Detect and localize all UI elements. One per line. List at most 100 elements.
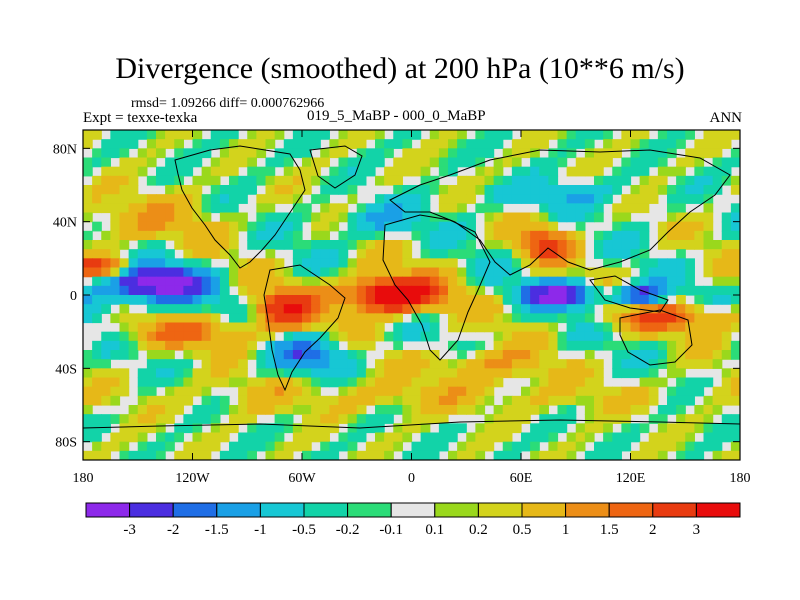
field-cell bbox=[365, 230, 376, 241]
field-cell bbox=[146, 295, 157, 305]
colorbar-swatch bbox=[303, 502, 349, 518]
field-cell bbox=[694, 166, 705, 177]
field-cell bbox=[639, 276, 650, 287]
field-cell bbox=[676, 414, 686, 424]
field-cell bbox=[146, 221, 157, 232]
field-cell bbox=[584, 414, 595, 424]
field-cell bbox=[566, 359, 577, 369]
field-cell bbox=[83, 386, 93, 397]
field-cell bbox=[694, 414, 705, 424]
field-cell bbox=[274, 194, 285, 204]
field-cell bbox=[685, 441, 695, 452]
field-cell bbox=[420, 386, 431, 397]
field-cell bbox=[101, 295, 111, 305]
field-cell bbox=[703, 405, 714, 415]
field-cell bbox=[119, 157, 130, 168]
field-cell bbox=[667, 304, 677, 314]
field-cell bbox=[229, 276, 239, 287]
field-cell bbox=[639, 441, 650, 452]
field-cell bbox=[502, 230, 513, 241]
field-cell bbox=[630, 359, 641, 369]
field-cell bbox=[594, 203, 604, 214]
field-cell bbox=[712, 295, 723, 305]
field-cell bbox=[721, 240, 732, 250]
field-cell bbox=[384, 359, 394, 369]
field-cell bbox=[566, 148, 577, 159]
field-cell bbox=[685, 432, 695, 443]
field-cell bbox=[411, 148, 422, 159]
field-cell bbox=[612, 432, 622, 443]
colorbar: -3 -2 -1.5 -1 -0.5 -0.2 -0.1 0.1 0.2 0.5 1 1.5 2 3 bbox=[85, 502, 741, 538]
field-cell bbox=[703, 139, 714, 149]
field-cell bbox=[283, 148, 294, 159]
field-cell bbox=[265, 313, 276, 324]
field-cell bbox=[210, 185, 221, 195]
field-cell bbox=[457, 340, 467, 351]
field-cell bbox=[685, 185, 695, 195]
field-cell bbox=[347, 240, 358, 250]
field-cell bbox=[375, 139, 385, 149]
field-cell bbox=[338, 377, 349, 388]
field-cell bbox=[402, 405, 413, 415]
coastlines bbox=[83, 145, 740, 429]
field-cell bbox=[612, 221, 622, 232]
field-cell bbox=[201, 295, 212, 305]
field-cell bbox=[210, 249, 221, 259]
field-cell bbox=[247, 148, 257, 159]
colorbar-swatch bbox=[347, 502, 392, 518]
field-cell bbox=[730, 386, 740, 397]
field-cell bbox=[730, 350, 740, 360]
field-cell bbox=[667, 130, 677, 140]
field-cell bbox=[466, 175, 476, 186]
field-cell bbox=[192, 221, 203, 232]
field-cell bbox=[420, 175, 431, 186]
field-cell bbox=[511, 221, 522, 232]
field-cell bbox=[119, 322, 130, 333]
field-cell bbox=[256, 304, 267, 314]
field-cell bbox=[612, 203, 622, 214]
field-cell bbox=[475, 340, 486, 351]
field-cell bbox=[229, 139, 239, 149]
field-cell bbox=[183, 240, 194, 250]
field-cell bbox=[110, 377, 121, 388]
field-cell bbox=[530, 194, 540, 204]
field-cell bbox=[530, 395, 540, 406]
field-cell bbox=[256, 441, 267, 452]
field-cell bbox=[347, 175, 358, 186]
field-cell bbox=[493, 276, 504, 287]
field-cell bbox=[530, 249, 540, 259]
field-cell bbox=[183, 423, 194, 434]
field-cell bbox=[548, 212, 559, 223]
field-cell bbox=[511, 267, 522, 278]
field-cell bbox=[356, 295, 367, 305]
field-cell bbox=[703, 322, 714, 333]
field-cell bbox=[667, 441, 677, 452]
field-cell bbox=[165, 350, 175, 360]
field-cell bbox=[238, 221, 248, 232]
field-cell bbox=[402, 414, 413, 424]
field-cell bbox=[393, 359, 403, 369]
field-cell bbox=[502, 395, 513, 406]
field-cell bbox=[657, 295, 668, 305]
field-cell bbox=[183, 377, 194, 388]
field-cell bbox=[457, 386, 467, 397]
field-cell bbox=[265, 395, 276, 406]
colorbar-label: -2 bbox=[167, 522, 180, 538]
field-cell bbox=[603, 175, 613, 186]
field-cell bbox=[612, 414, 622, 424]
field-cell bbox=[539, 166, 549, 177]
field-cell bbox=[402, 285, 413, 296]
field-cell bbox=[493, 450, 504, 460]
field-cell bbox=[676, 157, 686, 168]
field-cell bbox=[92, 185, 102, 195]
field-cell bbox=[375, 423, 385, 434]
field-cell bbox=[402, 185, 413, 195]
field-cell bbox=[548, 340, 559, 351]
field-cell bbox=[557, 331, 568, 342]
field-cell bbox=[311, 249, 321, 259]
field-cell bbox=[630, 405, 641, 415]
field-cell bbox=[384, 276, 394, 287]
field-cell bbox=[466, 377, 476, 388]
field-cell bbox=[101, 368, 111, 379]
